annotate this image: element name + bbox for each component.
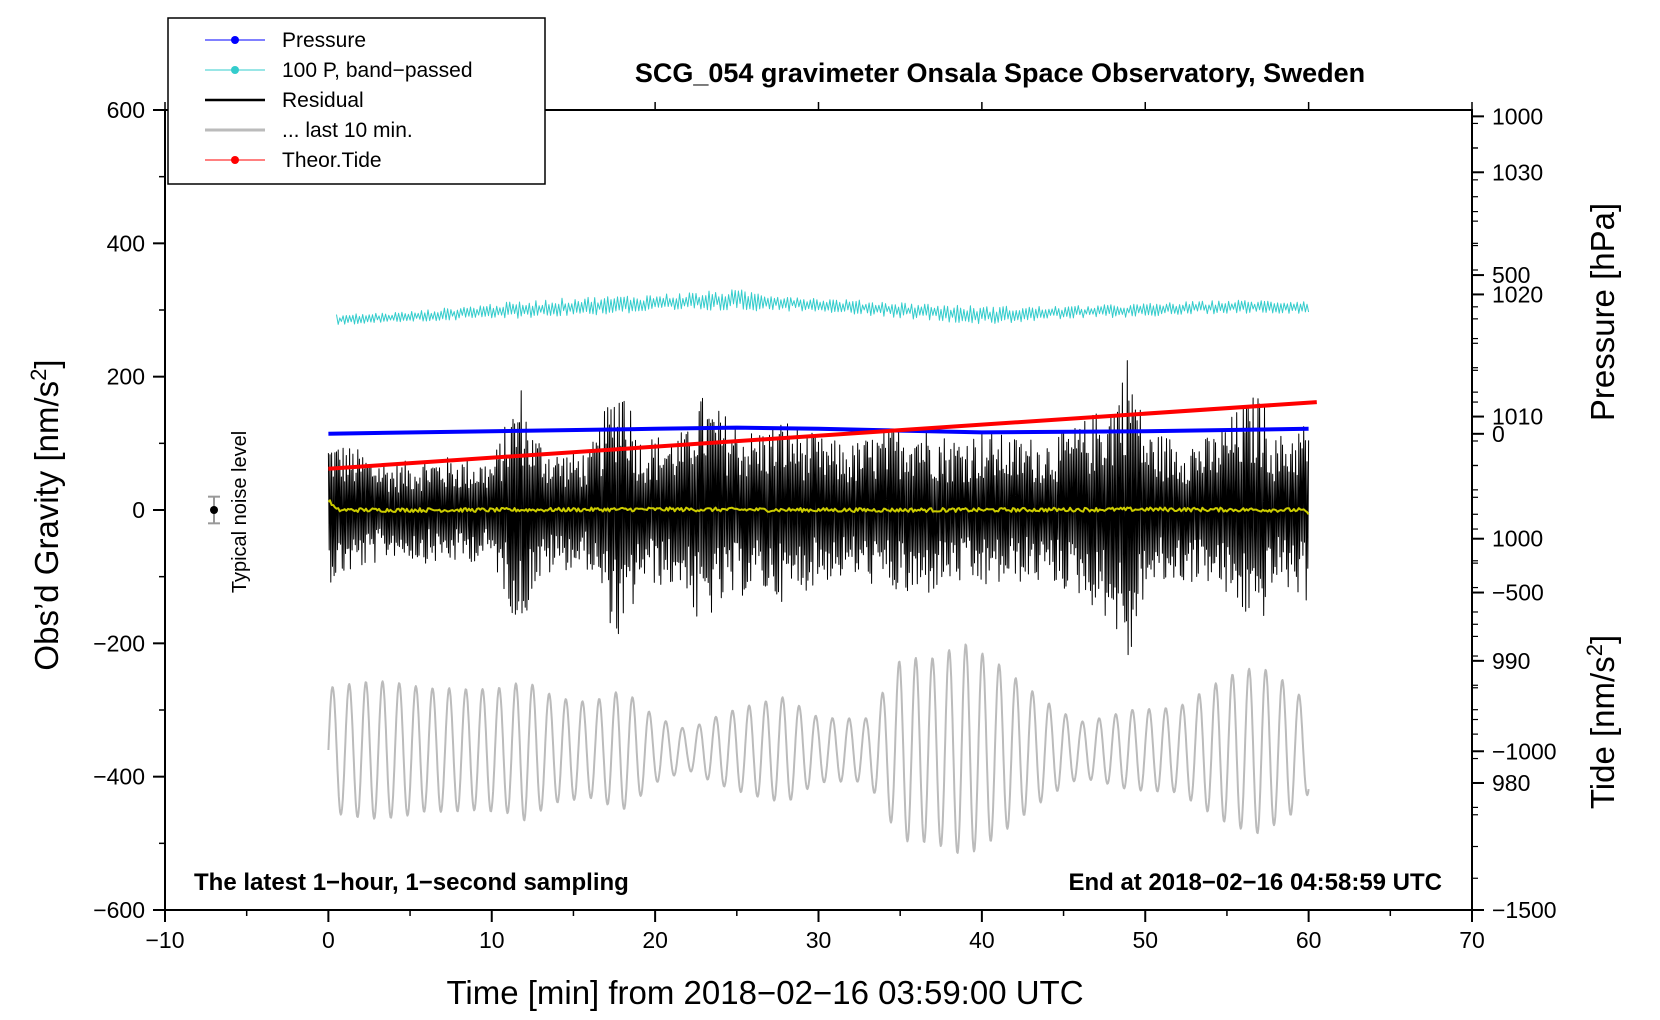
legend-label-theor-tide: Theor.Tide xyxy=(282,149,382,172)
y-left-tick-label: 0 xyxy=(132,497,145,523)
y-axis-tide-label: Tide [nm/s2] xyxy=(1582,635,1621,809)
pressure-tick-label: 1000 xyxy=(1492,526,1543,552)
pressure-tick-label: 990 xyxy=(1492,648,1530,674)
noise-level-marker xyxy=(208,495,221,525)
noise-point xyxy=(210,506,219,514)
x-tick-label: 60 xyxy=(1296,927,1322,953)
y-axis-left-label: Obs’d Gravity [nm/s2] xyxy=(26,359,65,670)
x-tick-label: 40 xyxy=(969,927,995,953)
x-tick-label: 30 xyxy=(806,927,832,953)
note-end-time: End at 2018−02−16 04:58:59 UTC xyxy=(1068,869,1442,896)
legend: Pressure 100 P, band−passed Residual ... la… xyxy=(167,17,546,185)
legend-label-100-p-band-passed: 100 P, band−passed xyxy=(282,59,473,82)
legend-marker-100-p-band-passed xyxy=(231,66,239,74)
tide-tick-label: 1000 xyxy=(1492,103,1543,129)
x-tick-label: −10 xyxy=(145,927,184,953)
x-tick-label: 70 xyxy=(1459,927,1485,953)
x-axis-label: Time [min] from 2018−02−16 03:59:00 UTC xyxy=(446,974,1083,1011)
tide-tick-label: 500 xyxy=(1492,262,1530,288)
y-axis-left: 600 400 200 0 −200 −400 −600 xyxy=(93,97,165,923)
legend-label-residual: Residual xyxy=(282,89,364,112)
series-last-10-min xyxy=(327,643,1310,854)
legend-marker-theor-tide xyxy=(231,156,239,164)
y-axis-right-pressure: 1030 1020 1010 1000 990 980 xyxy=(1472,122,1543,809)
legend-label-pressure: Pressure xyxy=(282,29,366,52)
tide-tick-label: −1000 xyxy=(1492,738,1557,764)
tide-tick-label: −500 xyxy=(1492,580,1544,606)
series-pressure xyxy=(328,425,1309,436)
x-tick-label: 10 xyxy=(479,927,505,953)
noise-level-label: Typical noise level xyxy=(229,431,251,593)
chart-title: SCG_054 gravimeter Onsala Space Observat… xyxy=(635,58,1365,88)
pressure-tick-label: 980 xyxy=(1492,770,1530,796)
tide-tick-label: −1500 xyxy=(1492,897,1557,923)
pressure-tick-label: 1030 xyxy=(1492,159,1543,185)
y-left-tick-label: 200 xyxy=(107,364,145,390)
x-tick-label: 20 xyxy=(642,927,668,953)
y-left-tick-label: −600 xyxy=(93,897,145,923)
y-axis-right-tide: 1000 500 0 −500 −1000 −1500 xyxy=(1472,103,1557,923)
note-latest-hour: The latest 1−hour, 1−second sampling xyxy=(194,869,629,896)
y-left-tick-label: −400 xyxy=(93,764,145,790)
series-residual xyxy=(327,360,1310,656)
y-left-tick-label: 400 xyxy=(107,230,145,256)
x-axis: −10 0 10 20 30 40 50 60 70 xyxy=(145,102,1485,953)
legend-label-last-10-min: ... last 10 min. xyxy=(282,119,413,142)
pressure-tick-label: 1020 xyxy=(1492,281,1543,307)
series-residual-smoothed xyxy=(327,499,1310,515)
pressure-tick-label: 1010 xyxy=(1492,404,1543,430)
y-left-tick-label: 600 xyxy=(107,97,145,123)
y-axis-pressure-label: Pressure [hPa] xyxy=(1584,203,1621,421)
legend-marker-pressure xyxy=(231,36,239,44)
y-left-tick-label: −200 xyxy=(93,630,145,656)
x-tick-label: 0 xyxy=(322,927,335,953)
series-100-p-band-passed xyxy=(336,289,1310,325)
series-layer xyxy=(327,289,1317,854)
x-tick-label: 50 xyxy=(1132,927,1158,953)
series-theor-tide xyxy=(328,400,1317,471)
tide-tick-label: 0 xyxy=(1492,421,1505,447)
